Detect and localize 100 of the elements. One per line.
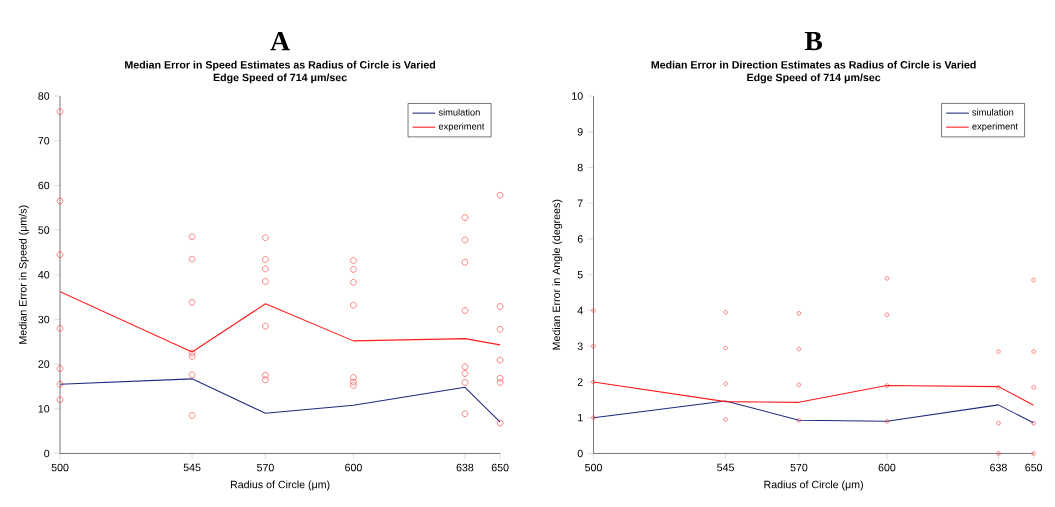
y-tick-label: 7 [577,199,583,207]
y-tick-label: 0 [44,449,50,458]
point [262,234,269,241]
point [350,302,357,309]
point [1031,451,1036,456]
chart-subtitle: Edge Speed of 714 μm/sec [747,73,881,84]
legend-label: simulation [438,108,480,116]
point [496,375,504,382]
point [496,303,504,310]
y-tick-label: 80 [38,92,50,100]
point [461,370,469,377]
x-tick-label: 570 [790,463,808,472]
x-tick-label: 650 [1025,463,1043,472]
x-tick-label: 638 [990,463,1007,472]
y-tick-label: 3 [577,342,583,351]
chart-subtitle: Edge Speed of 714 μm/sec [213,73,347,84]
y-tick-label: 2 [577,378,583,386]
point [350,378,357,386]
y-tick-label: 4 [577,306,583,315]
y-tick-label: 50 [38,226,50,234]
point [796,311,802,316]
point [262,323,269,330]
y-axis-title: Median Error in Angle (degrees) [552,199,563,350]
point [496,379,504,386]
point [1031,421,1036,426]
y-tick-label: 30 [38,315,50,324]
chart-title: Median Error in Speed Estimates as Radius of Circle is Varied [125,60,436,71]
chart-title: Median Error in Direction Estimates as Radius of Circle is Varied [651,60,976,69]
point [350,382,357,389]
point [496,326,504,333]
y-tick-label: 0 [577,449,583,458]
point [262,376,269,384]
y-tick-label: 5 [577,271,583,279]
point [188,233,196,241]
point [723,417,728,422]
legend-label: experiment [438,122,485,132]
point [188,299,196,306]
point [884,276,890,281]
point [461,307,469,314]
point [996,421,1001,426]
y-tick-label: 6 [577,235,583,243]
x-tick-label: 570 [256,463,274,472]
point [461,259,469,266]
point [884,312,890,317]
point [996,451,1001,456]
point [350,279,357,286]
y-tick-label: 9 [577,128,583,136]
point [996,385,1001,390]
x-tick-label: 600 [345,463,362,472]
point [56,108,64,115]
point [461,214,469,221]
point [996,349,1001,354]
point [496,192,504,199]
text: A [270,32,290,51]
x-tick-label: 600 [878,463,896,472]
x-tick-label: 545 [717,463,734,472]
x-axis-title: Radius of Circle (μm) [230,480,330,491]
point [188,353,196,360]
point [56,197,64,205]
text: B [804,32,823,51]
line-series [60,378,501,423]
legend-label: experiment [972,122,1018,132]
point [56,325,64,332]
point [461,410,469,417]
point [591,415,596,420]
y-axis-title: Median Error in Speed (μm/s) [18,205,29,344]
point [884,383,890,388]
point [262,278,269,285]
point [723,345,728,351]
x-tick-label: 545 [183,463,201,472]
point [350,266,357,273]
point [262,372,269,379]
y-tick-label: 20 [38,360,50,368]
point [1031,385,1036,390]
point [262,265,269,273]
point [796,418,802,423]
point [56,251,64,258]
point [591,308,596,313]
point [461,363,469,371]
x-axis-title: Radius of Circle (μm) [764,480,863,491]
point [461,236,469,244]
point [796,382,802,388]
point [496,356,504,364]
point [56,396,64,404]
point [262,256,269,263]
x-tick-label: 650 [491,463,509,472]
y-tick-label: 60 [38,181,50,190]
x-tick-label: 638 [456,463,474,472]
point [188,349,196,357]
y-tick-label: 10 [38,405,50,413]
line-series [593,400,1034,424]
y-tick-label: 40 [38,271,50,279]
point [350,374,357,381]
x-tick-label: 500 [51,463,69,472]
point [188,371,196,379]
point [56,365,64,372]
point [723,310,728,315]
y-tick-label: 8 [577,163,583,172]
point [884,419,890,424]
point [496,419,504,427]
